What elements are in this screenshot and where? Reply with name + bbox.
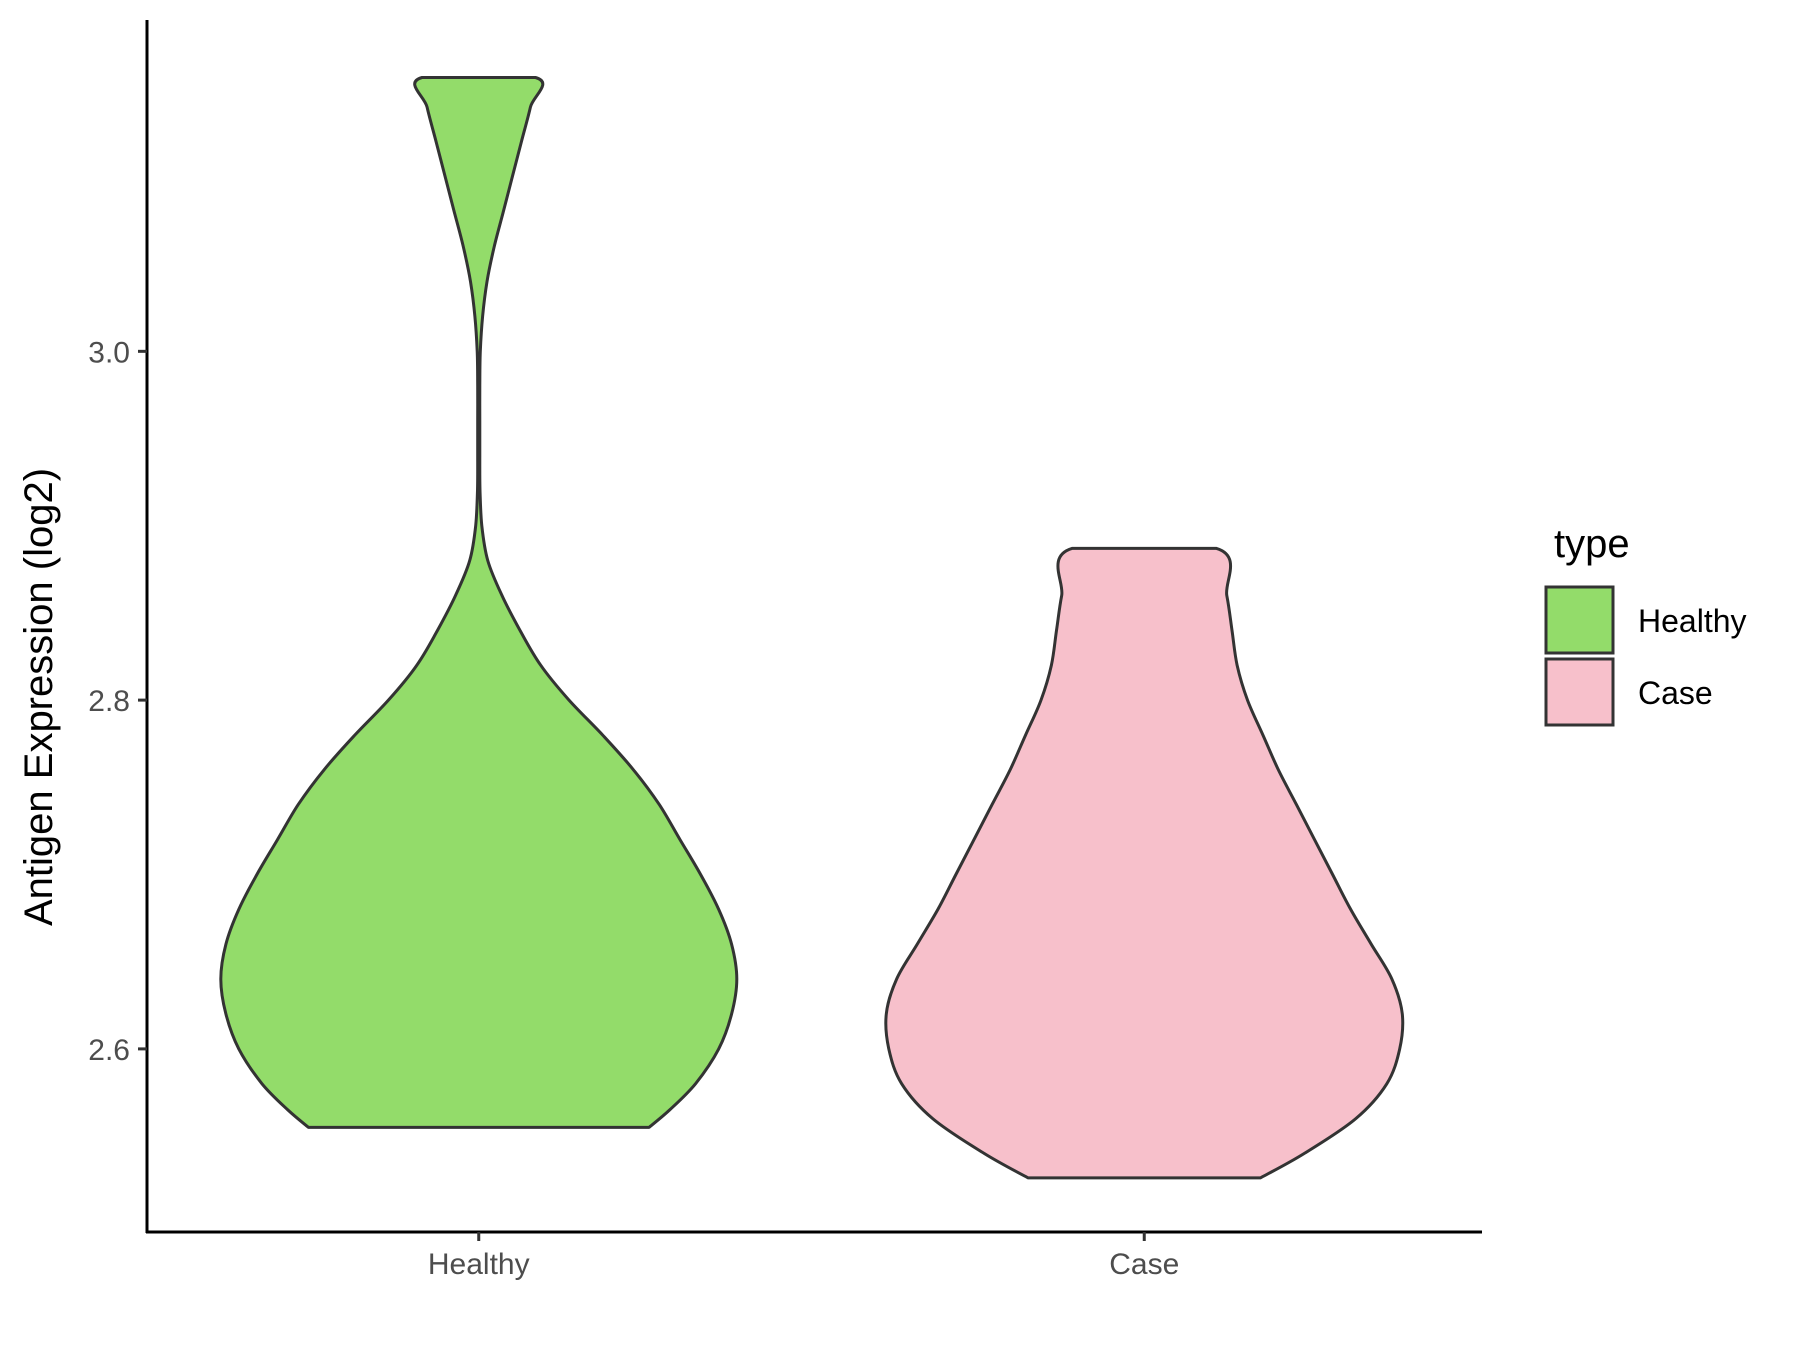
legend-key-case xyxy=(1544,657,1615,727)
violin-case xyxy=(884,546,1405,1180)
y-axis-title: Antigen Expression (log2) xyxy=(17,468,61,926)
legend-key-healthy xyxy=(1544,585,1615,655)
x-tick-label-healthy: Healthy xyxy=(428,1248,530,1281)
violin-healthy xyxy=(219,76,739,1129)
legend: type Healthy Case xyxy=(1544,522,1747,727)
legend-title: type xyxy=(1554,522,1630,566)
x-axis: Healthy Case xyxy=(146,1230,1482,1281)
violin-layer xyxy=(219,76,1405,1180)
legend-label-case: Case xyxy=(1638,675,1713,711)
y-tick-label: 2.6 xyxy=(88,1034,130,1067)
y-axis: 2.6 2.8 3.0 xyxy=(88,20,149,1233)
x-tick-label-case: Case xyxy=(1109,1248,1179,1281)
y-tick-label: 3.0 xyxy=(88,336,130,369)
legend-label-healthy: Healthy xyxy=(1638,603,1747,639)
y-tick-label: 2.8 xyxy=(88,685,130,718)
